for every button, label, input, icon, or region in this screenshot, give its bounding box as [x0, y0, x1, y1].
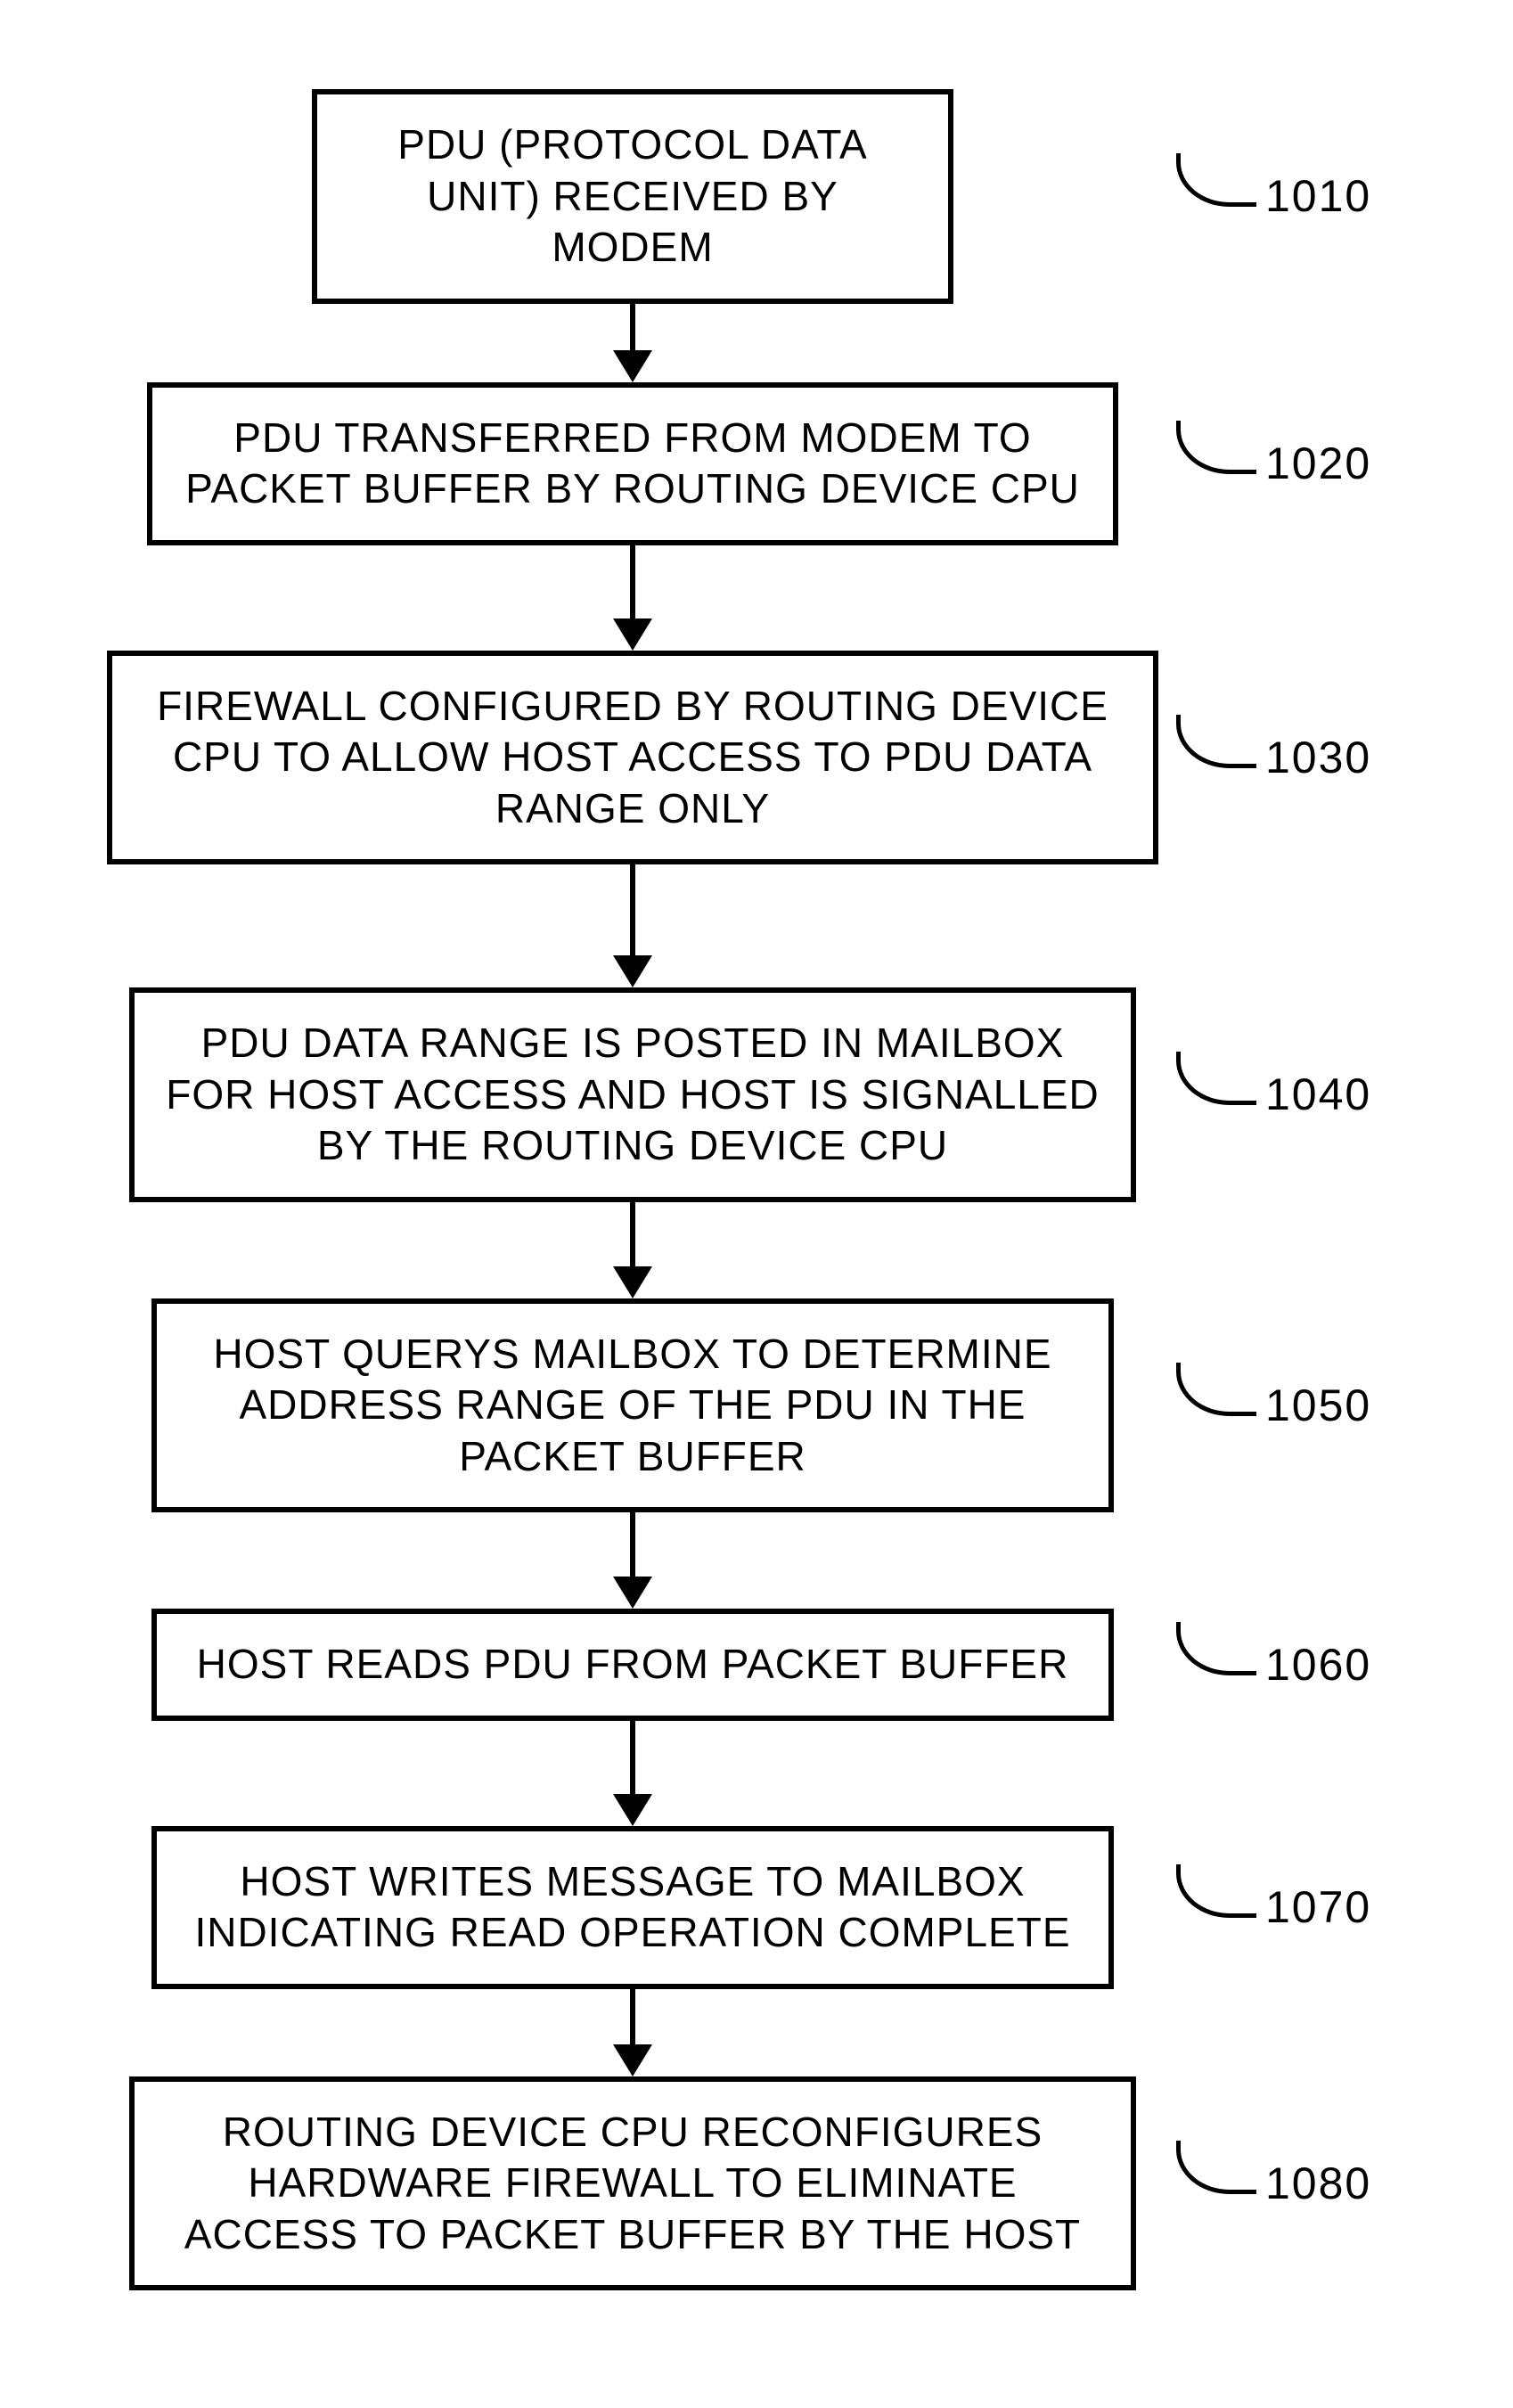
- flow-arrow: [613, 1989, 652, 2076]
- flow-step-row: PDU TRANSFERRED FROM MODEM TOPACKET BUFF…: [107, 382, 1399, 545]
- flow-arrow: [613, 1202, 652, 1298]
- box-center-wrap: ROUTING DEVICE CPU RECONFIGURESHARDWARE …: [107, 2076, 1158, 2291]
- step-label-wrap: 1080: [1176, 2157, 1371, 2210]
- flow-step-box: HOST WRITES MESSAGE TO MAILBOXINDICATING…: [151, 1826, 1114, 1989]
- step-label-text: 1050: [1265, 1380, 1371, 1431]
- label-connector-curve: [1176, 1622, 1256, 1675]
- flowchart-container: PDU (PROTOCOL DATAUNIT) RECEIVED BY MODE…: [107, 89, 1399, 2290]
- connector-wrap: [107, 304, 1158, 382]
- step-label-wrap: 1050: [1176, 1379, 1371, 1432]
- step-label-text: 1030: [1265, 732, 1371, 783]
- arrow-head-icon: [613, 2044, 652, 2076]
- flow-step-box: PDU TRANSFERRED FROM MODEM TOPACKET BUFF…: [147, 382, 1118, 545]
- arrow-head-icon: [613, 618, 652, 651]
- label-connector-curve: [1176, 1363, 1256, 1416]
- step-label-text: 1070: [1265, 1881, 1371, 1933]
- box-center-wrap: PDU TRANSFERRED FROM MODEM TOPACKET BUFF…: [107, 382, 1158, 545]
- connector-wrap: [107, 1202, 1158, 1298]
- flow-step-box: PDU DATA RANGE IS POSTED IN MAILBOXFOR H…: [129, 987, 1136, 1202]
- arrow-line: [630, 1512, 635, 1578]
- flow-arrow: [613, 545, 652, 651]
- flow-step-row: PDU DATA RANGE IS POSTED IN MAILBOXFOR H…: [107, 987, 1399, 1202]
- connector-wrap: [107, 1721, 1158, 1826]
- flow-step-box: HOST READS PDU FROM PACKET BUFFER: [151, 1609, 1114, 1721]
- step-label-text: 1040: [1265, 1069, 1371, 1120]
- arrow-line: [630, 864, 635, 957]
- flow-arrow: [613, 304, 652, 382]
- flow-step-box: ROUTING DEVICE CPU RECONFIGURESHARDWARE …: [129, 2076, 1136, 2291]
- arrow-line: [630, 1989, 635, 2046]
- arrow-head-icon: [613, 955, 652, 987]
- step-label-wrap: 1020: [1176, 437, 1371, 490]
- flow-arrow: [613, 1721, 652, 1826]
- flow-step-box: PDU (PROTOCOL DATAUNIT) RECEIVED BY MODE…: [312, 89, 953, 304]
- step-label-text: 1080: [1265, 2158, 1371, 2209]
- label-connector-curve: [1176, 2141, 1256, 2194]
- arrow-head-icon: [613, 1266, 652, 1298]
- flow-step-box: HOST QUERYS MAILBOX TO DETERMINEADDRESS …: [151, 1298, 1114, 1513]
- step-label-text: 1010: [1265, 170, 1371, 222]
- label-connector-curve: [1176, 715, 1256, 768]
- label-connector-curve: [1176, 153, 1256, 207]
- arrow-line: [630, 1721, 635, 1796]
- connector-wrap: [107, 864, 1158, 987]
- step-label-wrap: 1040: [1176, 1068, 1371, 1121]
- arrow-line: [630, 1202, 635, 1268]
- flow-arrow: [613, 864, 652, 987]
- box-center-wrap: HOST READS PDU FROM PACKET BUFFER: [107, 1609, 1158, 1721]
- flow-arrow: [613, 1512, 652, 1609]
- step-label-wrap: 1070: [1176, 1880, 1371, 1934]
- flow-step-row: HOST READS PDU FROM PACKET BUFFER 1060: [107, 1609, 1399, 1721]
- label-connector-curve: [1176, 1052, 1256, 1105]
- label-connector-curve: [1176, 1864, 1256, 1918]
- connector-wrap: [107, 1989, 1158, 2076]
- arrow-head-icon: [613, 1794, 652, 1826]
- flow-step-row: HOST QUERYS MAILBOX TO DETERMINEADDRESS …: [107, 1298, 1399, 1513]
- connector-wrap: [107, 1512, 1158, 1609]
- connector-wrap: [107, 545, 1158, 651]
- box-center-wrap: PDU (PROTOCOL DATAUNIT) RECEIVED BY MODE…: [107, 89, 1158, 304]
- arrow-line: [630, 545, 635, 620]
- arrow-head-icon: [613, 1577, 652, 1609]
- arrow-line: [630, 304, 635, 352]
- box-center-wrap: PDU DATA RANGE IS POSTED IN MAILBOXFOR H…: [107, 987, 1158, 1202]
- flow-step-row: ROUTING DEVICE CPU RECONFIGURESHARDWARE …: [107, 2076, 1399, 2291]
- step-label-wrap: 1060: [1176, 1638, 1371, 1691]
- step-label-wrap: 1030: [1176, 731, 1371, 784]
- flow-step-row: HOST WRITES MESSAGE TO MAILBOXINDICATING…: [107, 1826, 1399, 1989]
- step-label-wrap: 1010: [1176, 169, 1371, 223]
- label-connector-curve: [1176, 421, 1256, 474]
- step-label-text: 1060: [1265, 1639, 1371, 1691]
- box-center-wrap: HOST QUERYS MAILBOX TO DETERMINEADDRESS …: [107, 1298, 1158, 1513]
- flow-step-row: PDU (PROTOCOL DATAUNIT) RECEIVED BY MODE…: [107, 89, 1399, 304]
- flow-step-box: FIREWALL CONFIGURED BY ROUTING DEVICECPU…: [107, 651, 1158, 865]
- box-center-wrap: FIREWALL CONFIGURED BY ROUTING DEVICECPU…: [107, 651, 1158, 865]
- box-center-wrap: HOST WRITES MESSAGE TO MAILBOXINDICATING…: [107, 1826, 1158, 1989]
- arrow-head-icon: [613, 350, 652, 382]
- step-label-text: 1020: [1265, 438, 1371, 489]
- flow-step-row: FIREWALL CONFIGURED BY ROUTING DEVICECPU…: [107, 651, 1399, 865]
